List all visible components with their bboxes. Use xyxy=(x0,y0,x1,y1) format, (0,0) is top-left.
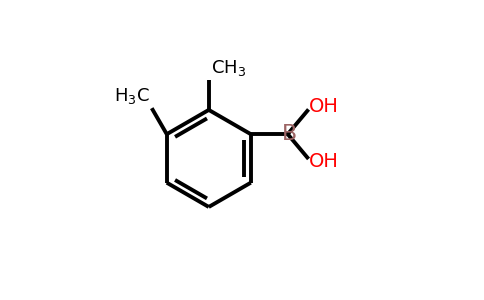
Text: OH: OH xyxy=(309,97,339,116)
Text: H$_3$C: H$_3$C xyxy=(114,86,150,106)
Text: OH: OH xyxy=(309,152,339,171)
Text: CH$_3$: CH$_3$ xyxy=(211,58,246,78)
Text: B: B xyxy=(282,124,297,144)
